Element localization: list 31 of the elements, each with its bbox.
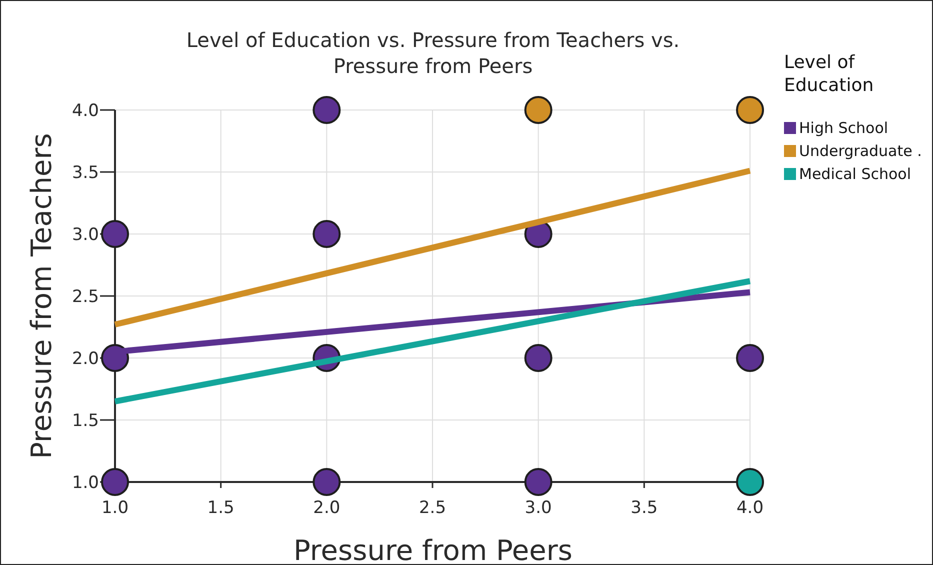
point: [524, 344, 552, 372]
y-tick-label: 4.0: [72, 101, 99, 121]
legend-title: Level of Education: [784, 52, 874, 96]
x-tick-label: 2.0: [313, 498, 340, 518]
legend-label: Medical School: [799, 165, 912, 183]
legend-label: High School: [799, 119, 888, 137]
point: [524, 468, 552, 496]
point: [524, 96, 552, 124]
y-tick-label: 1.5: [72, 411, 99, 431]
y-axis-title: Pressure from Teachers: [25, 133, 58, 459]
x-axis-title: Pressure from Peers: [294, 534, 572, 565]
x-tick-label: 3.0: [524, 498, 552, 518]
y-tick-label: 1.0: [72, 473, 99, 493]
y-tick-label: 3.0: [72, 225, 99, 245]
x-tick-label: 1.5: [207, 498, 234, 518]
point: [312, 96, 341, 124]
point: [101, 220, 129, 248]
x-tick-label: 3.5: [630, 498, 658, 518]
point: [312, 468, 341, 496]
x-tick-label: 2.5: [418, 498, 446, 518]
y-tick-label: 2.0: [72, 349, 99, 369]
point: [312, 220, 341, 248]
point: [736, 468, 764, 496]
point: [736, 96, 764, 124]
y-tick-label: 3.5: [72, 163, 99, 183]
y-tick-label: 2.5: [72, 287, 99, 307]
x-tick-label: 1.0: [101, 498, 129, 518]
legend-label: Undergraduate .: [799, 142, 922, 160]
x-tick-label: 4.0: [736, 498, 764, 518]
point: [736, 344, 764, 372]
chart-title: Level of Education vs. Pressure from Teachers vs. Pressure from Peers: [186, 28, 680, 78]
